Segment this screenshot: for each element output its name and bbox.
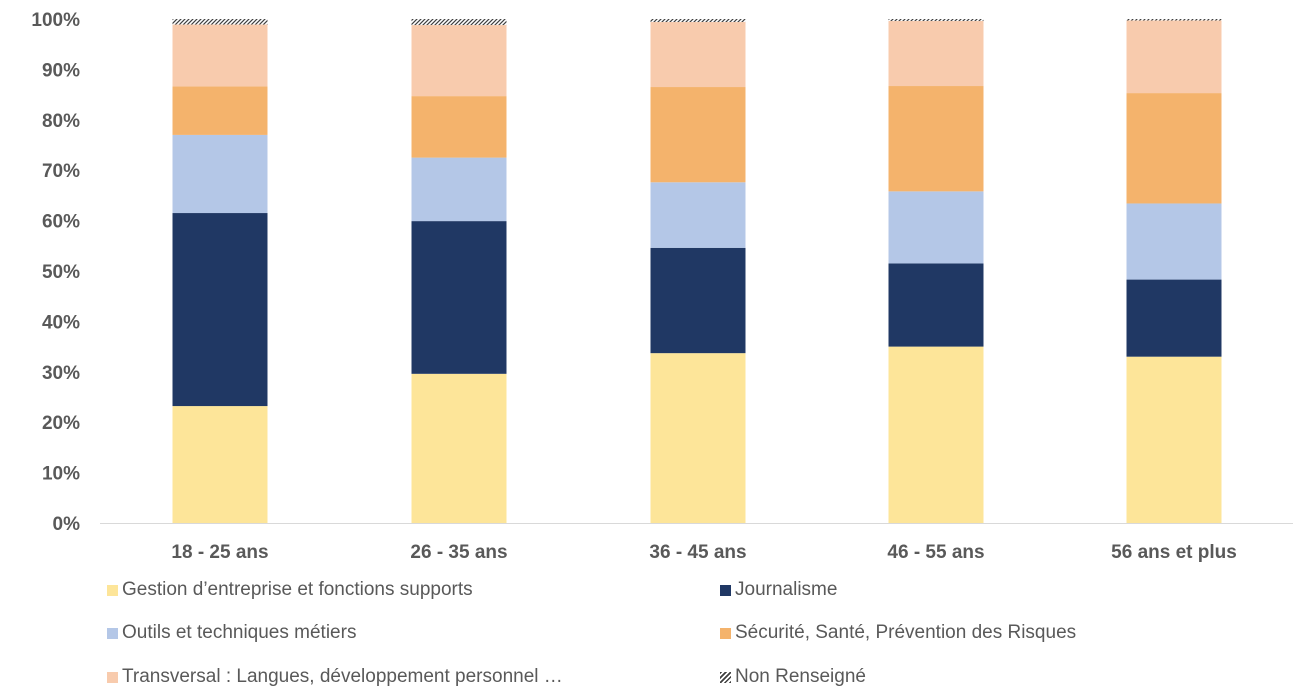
bar-segment [172,406,268,523]
bar-segment [172,134,268,214]
bar-segment [650,22,746,88]
y-tick-label: 70% [42,161,80,182]
bar-segment [888,191,984,264]
bar-stack [411,19,507,523]
x-tick-label: 46 - 55 ans [887,542,984,563]
bar-segment [172,86,268,135]
y-tick-label: 0% [53,514,81,535]
y-tick-label: 30% [42,363,80,384]
bar-segment [888,86,984,192]
y-tick-label: 10% [42,464,80,485]
bar-segment [411,25,507,97]
bar-segment [888,263,984,347]
bar-segment [1126,20,1222,94]
bar-segment [411,96,507,158]
bar-segment [411,157,507,222]
y-tick-label: 20% [42,413,80,434]
bar-stack [1126,19,1222,523]
bar-stack [650,19,746,523]
bar-segment [888,21,984,87]
bar-segment [1126,203,1222,280]
x-tick-label: 26 - 35 ans [410,542,507,563]
bars [172,19,1222,523]
bar-segment [650,353,746,523]
y-tick-label: 60% [42,212,80,233]
bar-segment [1126,356,1222,523]
bar-segment [650,247,746,354]
y-tick-label: 100% [31,10,80,31]
bar-segment [888,19,984,22]
bar-segment [172,24,268,87]
bar-segment [411,221,507,374]
y-tick-label: 80% [42,111,80,132]
bar-segment [650,182,746,248]
bar-segment [888,346,984,523]
bar-segment [1126,279,1222,357]
x-tick-label: 36 - 45 ans [649,542,746,563]
bar-stack [172,19,268,523]
x-axis: 18 - 25 ans 26 - 35 ans 36 - 45 ans 46 - 55… [100,523,1293,563]
y-tick-label: 50% [42,262,80,283]
x-tick-label: 18 - 25 ans [171,542,268,563]
bar-stack [888,19,984,523]
bar-segment [650,19,746,23]
bar-segment [1126,93,1222,204]
y-tick-label: 40% [42,312,80,333]
x-tick-label: 56 ans et plus [1111,542,1237,563]
bar-segment [411,19,507,26]
bar-segment [650,87,746,183]
y-tick-label: 90% [42,60,80,81]
y-axis: 0% 10% 20% 30% 40% 50% 60% 70% 80% 90% 100% [31,10,80,535]
bar-segment [1126,19,1222,21]
bar-segment [172,19,268,25]
bar-segment [172,213,268,407]
bar-segment [411,373,507,523]
